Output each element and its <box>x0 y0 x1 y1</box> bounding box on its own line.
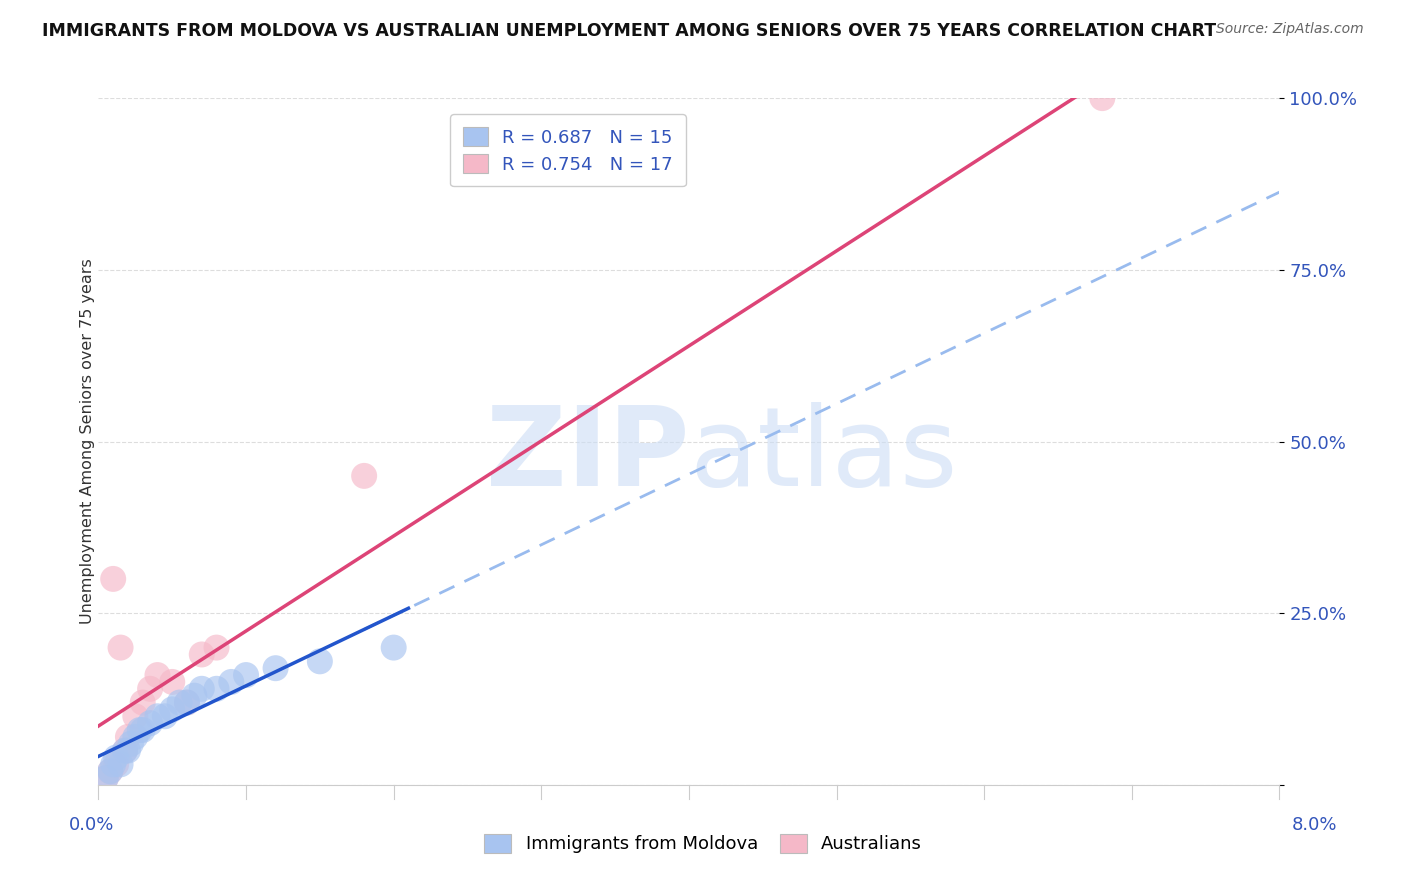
Point <box>353 469 375 483</box>
Point <box>153 709 176 723</box>
Point <box>124 709 146 723</box>
Text: 8.0%: 8.0% <box>1292 816 1337 834</box>
Point <box>205 640 228 655</box>
Text: IMMIGRANTS FROM MOLDOVA VS AUSTRALIAN UNEMPLOYMENT AMONG SENIORS OVER 75 YEARS C: IMMIGRANTS FROM MOLDOVA VS AUSTRALIAN UN… <box>42 22 1216 40</box>
Point <box>110 757 132 772</box>
Point <box>110 640 132 655</box>
Point <box>120 737 142 751</box>
Legend: Immigrants from Moldova, Australians: Immigrants from Moldova, Australians <box>477 827 929 861</box>
Point <box>1091 91 1114 105</box>
Point <box>139 716 162 731</box>
Point <box>139 681 162 696</box>
Point <box>176 696 198 710</box>
Point <box>124 730 146 744</box>
Point <box>114 744 136 758</box>
Point <box>146 709 169 723</box>
Point <box>205 681 228 696</box>
Point <box>221 674 243 689</box>
Point <box>162 674 183 689</box>
Text: #ccddf5: #ccddf5 <box>689 454 695 455</box>
Point <box>132 696 155 710</box>
Point <box>183 689 205 703</box>
Point <box>117 730 139 744</box>
Text: 0.0%: 0.0% <box>69 816 114 834</box>
Point <box>114 744 136 758</box>
Point <box>176 696 198 710</box>
Point <box>169 696 191 710</box>
Point <box>117 744 139 758</box>
Point <box>103 572 125 586</box>
Point <box>105 750 128 764</box>
Point <box>98 764 121 779</box>
Point <box>132 723 155 737</box>
Point <box>264 661 287 675</box>
Point <box>191 648 214 662</box>
Point <box>235 668 257 682</box>
Point <box>191 681 214 696</box>
Point <box>94 771 117 785</box>
Text: atlas: atlas <box>689 401 957 508</box>
Point <box>98 764 121 779</box>
Point <box>128 723 150 737</box>
Text: ZIP: ZIP <box>485 401 689 508</box>
Point <box>382 640 405 655</box>
Point <box>103 757 125 772</box>
Point <box>162 702 183 716</box>
Y-axis label: Unemployment Among Seniors over 75 years: Unemployment Among Seniors over 75 years <box>80 259 94 624</box>
Point <box>105 757 128 772</box>
Point <box>94 771 117 785</box>
Text: Source: ZipAtlas.com: Source: ZipAtlas.com <box>1216 22 1364 37</box>
Point <box>309 654 332 668</box>
Point <box>146 668 169 682</box>
Legend: R = 0.687   N = 15, R = 0.754   N = 17: R = 0.687 N = 15, R = 0.754 N = 17 <box>450 114 686 186</box>
